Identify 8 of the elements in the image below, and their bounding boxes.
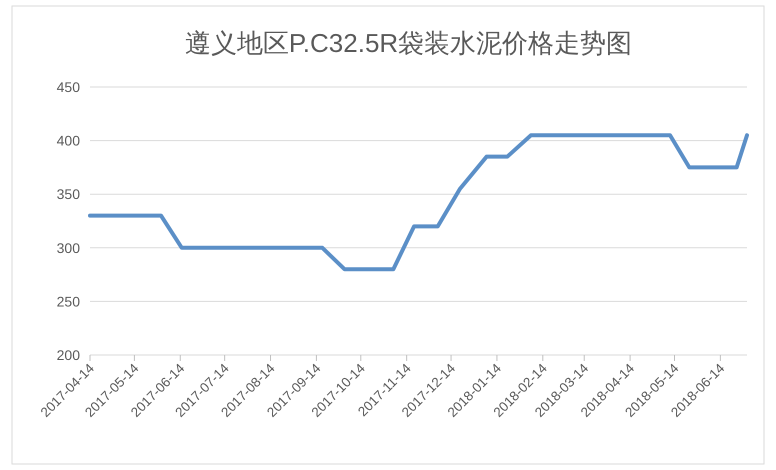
y-tick-label: 350 — [56, 186, 80, 202]
y-tick-label: 250 — [56, 293, 80, 310]
y-tick-label: 450 — [56, 79, 80, 95]
y-tick-label: 400 — [56, 132, 80, 149]
y-tick-label: 300 — [56, 240, 80, 256]
line-series — [88, 133, 749, 272]
chart-title: 遵义地区P.C32.5R袋装水泥价格走势图 — [184, 28, 632, 58]
y-tick-label: 200 — [56, 347, 80, 363]
